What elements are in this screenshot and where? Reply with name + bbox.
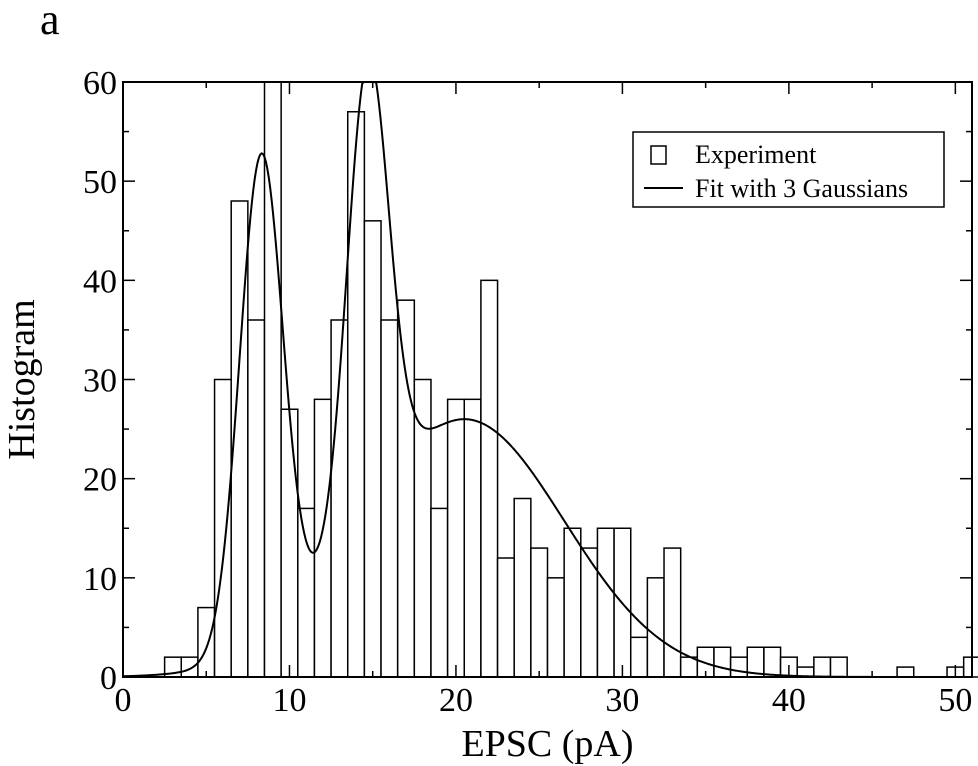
histogram-bar xyxy=(813,656,832,678)
y-tick-label: 0 xyxy=(100,660,117,697)
axis-ticks xyxy=(122,81,972,678)
histogram-bar xyxy=(646,577,665,678)
histogram-bar xyxy=(213,378,232,678)
histogram-bar xyxy=(596,527,615,678)
histogram-bar xyxy=(829,656,848,678)
histogram-bar xyxy=(546,577,565,678)
axis-tick-labels: 0 10 20 30 40 50 0 10 20 30 40 50 60 xyxy=(83,65,972,719)
histogram-bar xyxy=(363,220,382,678)
histogram-bar xyxy=(346,111,366,678)
y-tick-label: 30 xyxy=(83,363,117,400)
x-tick-label: 0 xyxy=(115,682,132,719)
y-tick-label: 10 xyxy=(83,561,117,598)
histogram-bar xyxy=(729,656,749,678)
histogram-bar xyxy=(430,507,449,678)
x-tick-label: 20 xyxy=(439,682,473,719)
histogram-bar xyxy=(247,319,266,678)
histogram-bar xyxy=(896,666,915,678)
histogram-bar xyxy=(962,656,978,678)
histogram-bar xyxy=(180,656,199,678)
histogram-bar xyxy=(197,606,216,678)
histogram-bar xyxy=(763,646,782,678)
histogram-bar xyxy=(463,398,482,678)
histogram-bar xyxy=(396,299,416,678)
legend-swatch-experiment xyxy=(650,145,667,165)
histogram-bar xyxy=(513,497,532,678)
histogram-bar xyxy=(663,547,682,678)
histogram-bars xyxy=(163,81,978,678)
legend-label-fit: Fit with 3 Gaussians xyxy=(695,174,908,203)
histogram-bar xyxy=(413,378,432,678)
histogram-bar xyxy=(446,398,466,678)
histogram-bar xyxy=(679,656,699,678)
histogram-bar xyxy=(280,408,299,678)
y-tick-label: 60 xyxy=(83,65,117,102)
legend: Experiment Fit with 3 Gaussians xyxy=(632,131,945,208)
histogram-bar xyxy=(496,557,515,678)
x-axis-label: EPSC (pA) xyxy=(461,723,633,765)
y-tick-label: 20 xyxy=(83,462,117,499)
panel-label: a xyxy=(40,0,60,44)
x-tick-label: 40 xyxy=(772,682,806,719)
histogram-bar xyxy=(713,646,732,678)
histogram-bar xyxy=(563,527,582,678)
x-tick-label: 10 xyxy=(272,682,306,719)
histogram-bar xyxy=(297,507,316,678)
legend-label-experiment: Experiment xyxy=(695,140,817,169)
legend-box xyxy=(632,131,945,208)
histogram-bar xyxy=(380,319,399,678)
y-tick-label: 50 xyxy=(83,164,117,201)
y-tick-label: 40 xyxy=(83,263,117,300)
histogram-bar xyxy=(530,547,549,678)
x-tick-label: 50 xyxy=(938,682,972,719)
x-tick-label: 30 xyxy=(605,682,639,719)
histogram-bar xyxy=(629,636,649,678)
histogram-bar xyxy=(480,279,499,678)
histogram-bar xyxy=(313,398,332,678)
y-axis-label: Histogram xyxy=(1,299,43,459)
